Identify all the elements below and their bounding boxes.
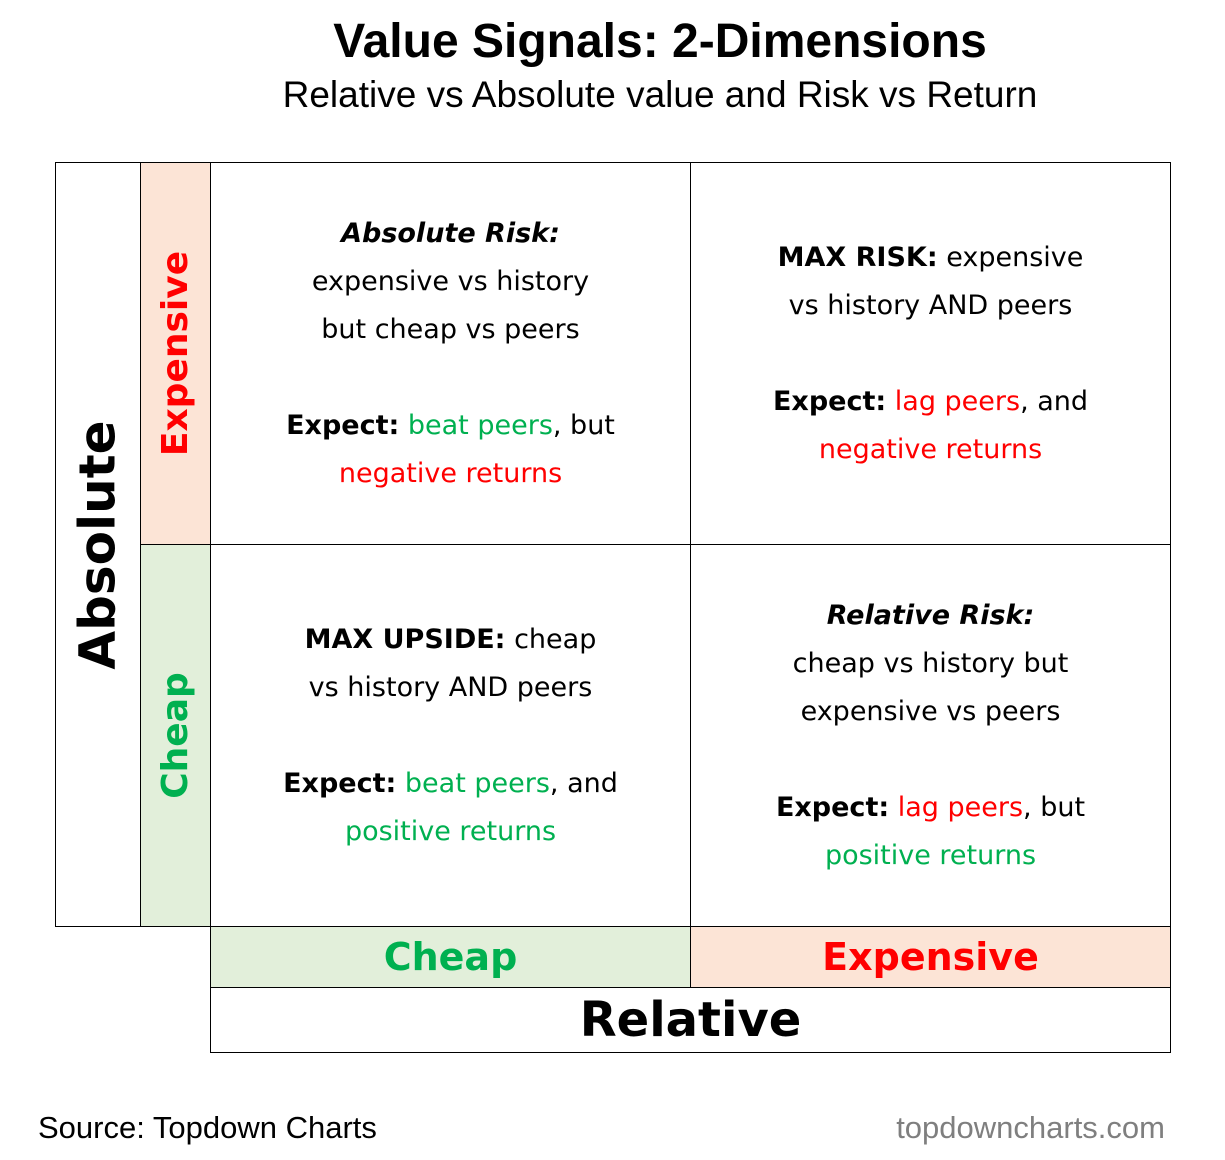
x-label: Cheap	[210, 926, 691, 988]
text: , and	[1020, 385, 1089, 417]
text: positive returns	[344, 815, 557, 847]
quadrant-title: MAX RISK:	[777, 241, 938, 273]
y-label-cell: Cheap	[140, 544, 211, 927]
text: Expect:	[286, 409, 400, 441]
quadrant: MAX UPSIDE: cheap vs history AND peers E…	[210, 544, 691, 927]
text: , and	[549, 767, 618, 799]
text: expensive vs history	[311, 265, 590, 297]
text: Expect:	[772, 385, 887, 417]
quadrant: Absolute Risk: expensive vs history but …	[210, 162, 691, 545]
text: cheap vs history but	[792, 647, 1069, 679]
text: Expect:	[283, 767, 397, 799]
text: , but	[1023, 791, 1086, 823]
text: Expect:	[775, 791, 890, 823]
y-label: Cheap	[155, 672, 196, 799]
quadrant-title: Absolute Risk:	[341, 217, 560, 249]
text: beat peers	[404, 767, 550, 799]
quadrant-title: MAX UPSIDE:	[304, 623, 506, 655]
quadrant-title: Relative Risk:	[826, 599, 1035, 631]
quadrant: Relative Risk: cheap vs history but expe…	[690, 544, 1171, 927]
y-label-cell: Expensive	[140, 162, 211, 545]
text: cheap	[514, 623, 597, 655]
x-title: Relative	[210, 987, 1171, 1053]
text: beat peers	[407, 409, 553, 441]
text: negative returns	[338, 457, 563, 489]
text: negative returns	[818, 433, 1043, 465]
y-title: Absolute	[69, 419, 127, 670]
quadrant: MAX RISK: expensive vs history AND peers…	[690, 162, 1171, 545]
text: , but	[552, 409, 615, 441]
text: but cheap vs peers	[321, 313, 580, 345]
x-label: Expensive	[690, 926, 1171, 988]
title: Value Signals: 2-Dimensions	[333, 15, 987, 68]
text: expensive vs peers	[800, 695, 1061, 727]
y-label: Expensive	[155, 250, 196, 457]
text: positive returns	[824, 839, 1037, 871]
source: Source: Topdown Charts	[38, 1110, 377, 1145]
text: lag peers	[894, 385, 1021, 417]
text: expensive	[946, 241, 1084, 273]
text: lag peers	[897, 791, 1024, 823]
y-title-cell: Absolute	[55, 162, 141, 927]
site: topdowncharts.com	[896, 1110, 1165, 1145]
text: vs history AND peers	[788, 289, 1073, 321]
subtitle: Relative vs Absolute value and Risk vs R…	[282, 74, 1038, 115]
text: vs history AND peers	[308, 671, 593, 703]
